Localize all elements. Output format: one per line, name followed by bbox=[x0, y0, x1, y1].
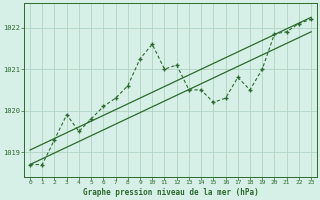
X-axis label: Graphe pression niveau de la mer (hPa): Graphe pression niveau de la mer (hPa) bbox=[83, 188, 259, 197]
